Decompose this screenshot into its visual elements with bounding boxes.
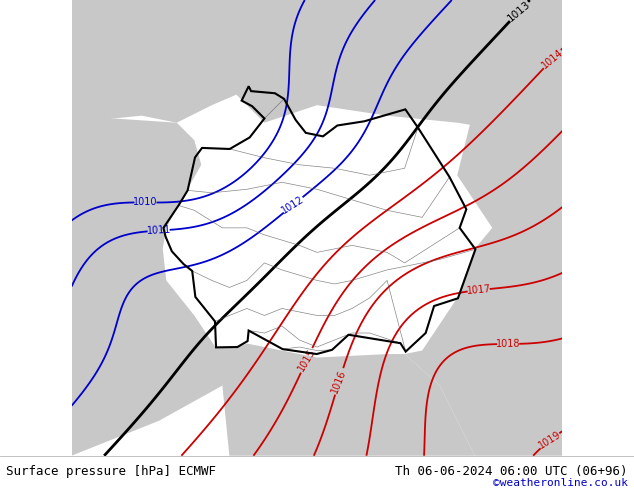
Text: 1019: 1019 bbox=[537, 430, 563, 451]
Text: Surface pressure [hPa] ECMWF: Surface pressure [hPa] ECMWF bbox=[6, 466, 216, 478]
Text: 1013: 1013 bbox=[506, 0, 533, 24]
Text: 1015: 1015 bbox=[296, 347, 317, 373]
Polygon shape bbox=[72, 245, 236, 456]
Polygon shape bbox=[223, 343, 475, 456]
Polygon shape bbox=[404, 0, 562, 456]
Text: 1011: 1011 bbox=[146, 225, 171, 236]
Polygon shape bbox=[72, 0, 562, 140]
Text: 1017: 1017 bbox=[466, 284, 491, 296]
Text: 1010: 1010 bbox=[133, 197, 158, 207]
Text: Th 06-06-2024 06:00 UTC (06+96): Th 06-06-2024 06:00 UTC (06+96) bbox=[395, 466, 628, 478]
Text: 1012: 1012 bbox=[280, 194, 306, 216]
Polygon shape bbox=[72, 116, 202, 252]
Text: 1016: 1016 bbox=[330, 368, 348, 394]
Text: ©weatheronline.co.uk: ©weatheronline.co.uk bbox=[493, 478, 628, 488]
Text: 1014: 1014 bbox=[540, 48, 565, 71]
Text: 1018: 1018 bbox=[496, 339, 521, 349]
